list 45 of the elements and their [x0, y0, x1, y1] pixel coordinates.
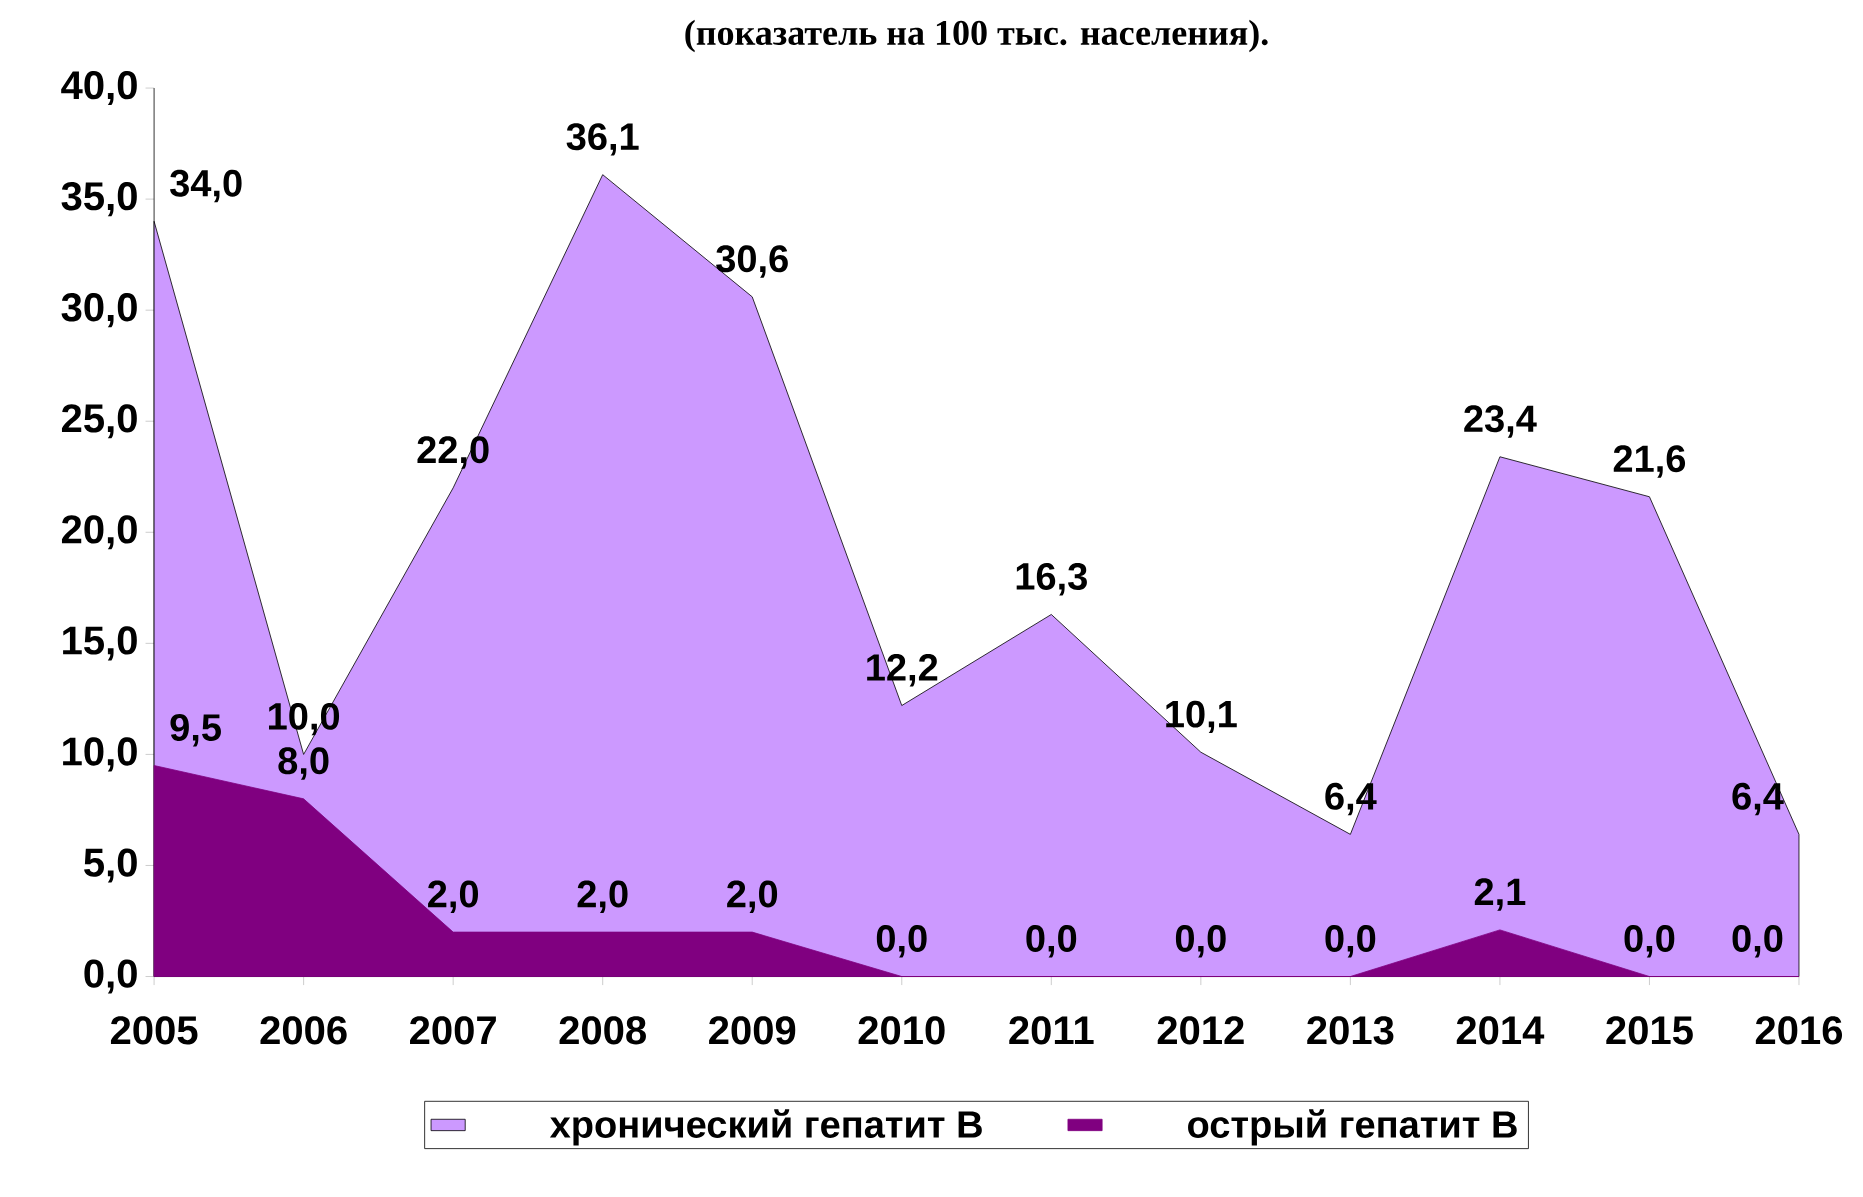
data-label: 0,0	[1026, 925, 1077, 958]
data-label: 2,0	[577, 880, 628, 914]
y-tick-label: 20,0	[61, 515, 137, 550]
data-label: 2,1	[1474, 878, 1526, 911]
data-label: 34,0	[170, 169, 242, 203]
x-tick-label: 2009	[709, 1016, 796, 1045]
x-tick-label: 2005	[110, 1016, 198, 1045]
data-label: 30,6	[716, 245, 788, 278]
data-label: 9,5	[170, 714, 221, 747]
x-tick-label: 2008	[559, 1016, 646, 1045]
x-tick-label: 2013	[1307, 1016, 1394, 1045]
x-tick-label: 2015	[1606, 1016, 1693, 1045]
data-label: 8,0	[278, 747, 329, 780]
x-tick-label: 2014	[1456, 1016, 1545, 1045]
data-label: 23,4	[1464, 405, 1537, 438]
y-tick-label: 40,0	[61, 71, 137, 106]
y-tick-label: 15,0	[63, 626, 137, 661]
data-label: 0,0	[1325, 925, 1376, 958]
y-tick-label: 10,0	[63, 737, 137, 772]
x-tick-label: 2011	[1009, 1016, 1094, 1045]
y-tick-label: 30,0	[61, 293, 137, 328]
y-tick-label: 5,0	[84, 848, 137, 883]
data-label: 21,6	[1613, 445, 1686, 478]
chart-title: (показатель на 100 тыс. населения).	[685, 19, 1268, 53]
x-tick-label: 2010	[858, 1016, 945, 1045]
y-tick-label: 0,0	[84, 959, 137, 994]
data-label: 0,0	[1732, 925, 1783, 958]
y-tick-label: 25,0	[61, 404, 137, 439]
x-tick-label: 2016	[1755, 1016, 1843, 1045]
x-tick-label: 2007	[410, 1016, 496, 1045]
x-tick-label: 2006	[260, 1016, 347, 1045]
data-label: 0,0	[876, 925, 927, 958]
legend-label: острый гепатит В	[1188, 1109, 1517, 1146]
data-label: 0,0	[1624, 925, 1675, 958]
legend-label: хронический гепатит В	[549, 1109, 982, 1146]
data-label: 10,0	[269, 703, 340, 736]
y-tick-label: 35,0	[61, 182, 137, 217]
data-label: 0,0	[1175, 925, 1226, 958]
data-label: 16,3	[1016, 563, 1087, 596]
data-label: 36,1	[566, 123, 639, 156]
data-label: 6,4	[1732, 783, 1784, 816]
x-tick-label: 2012	[1157, 1016, 1244, 1045]
data-label: 2,0	[428, 880, 479, 914]
data-label: 10,1	[1166, 700, 1237, 734]
data-label: 2,0	[727, 880, 778, 914]
